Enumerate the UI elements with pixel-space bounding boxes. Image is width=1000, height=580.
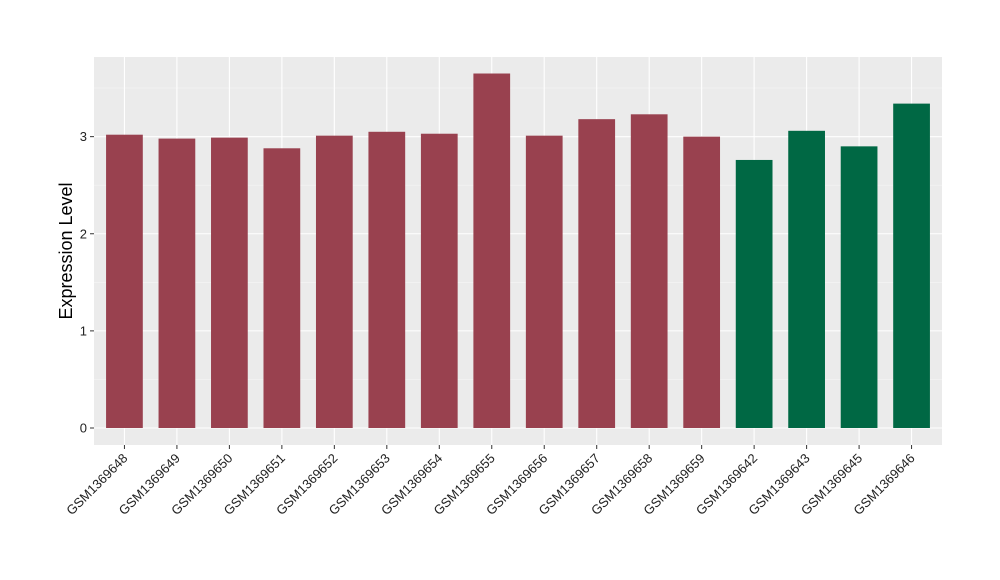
bar-GSM1369653 bbox=[368, 131, 406, 429]
y-axis-label: Expression Level bbox=[56, 182, 76, 319]
bars bbox=[106, 73, 930, 429]
bar-GSM1369646 bbox=[893, 103, 930, 429]
y-tick-label: 3 bbox=[80, 129, 87, 144]
x-axis: GSM1369648GSM1369649GSM1369650GSM1369651… bbox=[63, 445, 918, 518]
bar-GSM1369655 bbox=[473, 73, 511, 429]
y-tick-label: 0 bbox=[80, 421, 87, 436]
bar-GSM1369652 bbox=[315, 135, 353, 429]
bar-GSM1369658 bbox=[630, 114, 668, 429]
bar-GSM1369651 bbox=[263, 148, 301, 429]
y-tick-label: 1 bbox=[80, 323, 87, 338]
bar-GSM1369650 bbox=[211, 137, 248, 429]
bar-GSM1369643 bbox=[788, 130, 825, 429]
bar-GSM1369654 bbox=[420, 133, 458, 429]
bar-GSM1369657 bbox=[578, 119, 616, 429]
bar-GSM1369648 bbox=[106, 134, 143, 429]
bar-GSM1369645 bbox=[840, 146, 878, 429]
bar-GSM1369656 bbox=[525, 135, 563, 429]
bar-GSM1369642 bbox=[735, 159, 773, 429]
y-axis: 0 1 2 3 bbox=[80, 129, 94, 436]
y-tick-label: 2 bbox=[80, 226, 87, 241]
bar-GSM1369649 bbox=[158, 138, 196, 429]
bar-GSM1369659 bbox=[683, 136, 721, 429]
